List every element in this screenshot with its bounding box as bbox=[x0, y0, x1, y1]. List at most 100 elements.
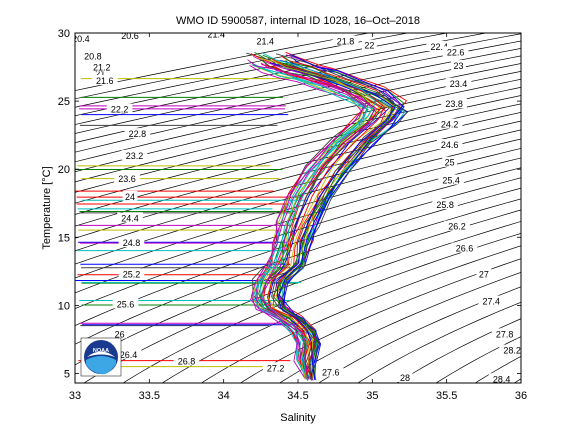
contour-label-bg bbox=[118, 268, 145, 279]
contour-label-bg bbox=[445, 77, 472, 88]
density-contour-line bbox=[75, 157, 521, 294]
density-contour-line bbox=[435, 336, 521, 383]
contour-label: 27.6 bbox=[322, 367, 340, 377]
contour-label: 24.6 bbox=[441, 140, 459, 150]
y-tick-label: 20 bbox=[58, 164, 70, 176]
contour-label-bg bbox=[173, 355, 200, 366]
contour-label: 23.6 bbox=[118, 174, 136, 184]
contour-label: 21.4 bbox=[207, 30, 225, 40]
y-axis: 5 10 15 20 25 30 bbox=[58, 28, 521, 380]
density-contour-line bbox=[75, 177, 521, 327]
profile-curve bbox=[272, 56, 396, 379]
density-contour-line bbox=[75, 138, 521, 265]
contour-label-bg bbox=[118, 237, 145, 248]
contour-label: 26.2 bbox=[448, 222, 466, 232]
contour-label: 21 bbox=[95, 69, 105, 79]
contour-label: 27 bbox=[479, 269, 489, 279]
contour-label-bg bbox=[262, 362, 289, 373]
density-contour-line bbox=[75, 33, 410, 100]
density-contour-line bbox=[161, 232, 521, 383]
x-tick-label: 33 bbox=[69, 390, 81, 402]
contour-label-bg bbox=[436, 118, 463, 129]
density-contour-line bbox=[239, 258, 521, 383]
contour-label-bg bbox=[426, 40, 453, 51]
contour-label: 23.8 bbox=[445, 99, 463, 109]
contour-label: 23 bbox=[454, 61, 464, 71]
density-contour-line bbox=[75, 129, 521, 252]
contour-label-bg bbox=[75, 33, 94, 43]
density-contour-line bbox=[318, 286, 521, 383]
contour-label-bg bbox=[106, 103, 133, 114]
profile-curve bbox=[272, 66, 387, 379]
x-tick-label: 36 bbox=[515, 390, 527, 402]
contour-label-bg bbox=[436, 139, 463, 150]
contour-label-bg bbox=[121, 149, 148, 160]
x-tick-label: 33.5 bbox=[139, 390, 160, 402]
density-contour-line bbox=[396, 318, 521, 383]
chart-title: WMO ID 5900587, internal ID 1028, 16–Oct… bbox=[176, 15, 420, 27]
contour-label-bg bbox=[112, 328, 127, 339]
density-contour-line bbox=[75, 167, 521, 310]
density-contour-line bbox=[278, 271, 521, 383]
logo-wave bbox=[86, 356, 116, 375]
contour-label-bg bbox=[488, 373, 515, 383]
contour-label-bg bbox=[91, 75, 118, 86]
contour-label-bg bbox=[499, 344, 521, 355]
contour-label: 26.8 bbox=[178, 357, 196, 367]
density-contour-line bbox=[75, 187, 521, 345]
contour-label: 22.8 bbox=[129, 129, 147, 139]
density-contour-line bbox=[200, 245, 521, 383]
density-contour-line bbox=[75, 55, 521, 153]
density-contour-line bbox=[122, 221, 521, 383]
contour-label: 28 bbox=[400, 373, 410, 383]
y-tick-label: 25 bbox=[58, 96, 70, 108]
x-tick-label: 34 bbox=[218, 390, 230, 402]
contour-label: 28.2 bbox=[503, 346, 521, 356]
profile-curve bbox=[281, 63, 408, 380]
y-axis-label: Temperature [°C] bbox=[41, 166, 53, 249]
y-tick-label: 5 bbox=[64, 368, 70, 380]
contour-label: 25.6 bbox=[117, 299, 135, 309]
contour-label: 25.8 bbox=[436, 200, 454, 210]
y-tick-label: 15 bbox=[58, 232, 70, 244]
contour-label-bg bbox=[442, 156, 458, 167]
contour-label: 20.4 bbox=[72, 34, 90, 44]
density-contour-line bbox=[75, 198, 521, 366]
density-contour-line bbox=[75, 103, 521, 215]
contour-label: 22 bbox=[364, 41, 374, 51]
contour-label: 27.2 bbox=[267, 363, 285, 373]
profile-curve bbox=[260, 52, 377, 380]
contour-label: 27.4 bbox=[483, 297, 501, 307]
contour-label: 21.4 bbox=[257, 37, 275, 47]
contour-label: 22.2 bbox=[111, 105, 129, 115]
contour-label-bg bbox=[112, 298, 139, 309]
contour-label-bg bbox=[491, 328, 518, 339]
density-contour-line bbox=[75, 63, 521, 163]
contour-label-bg bbox=[438, 174, 464, 185]
contour-label-bg bbox=[203, 33, 230, 39]
contour-label-bg bbox=[117, 212, 143, 223]
y-tick-label: 10 bbox=[58, 300, 70, 312]
profile-curve bbox=[278, 54, 405, 381]
contour-label-bg bbox=[478, 295, 505, 306]
contour-label-bg bbox=[122, 190, 138, 201]
contour-label-bg bbox=[432, 198, 458, 209]
contour-label: 21.8 bbox=[337, 37, 355, 47]
density-contour-line bbox=[75, 78, 521, 183]
contour-label-bg bbox=[442, 46, 469, 57]
contour-label: 25.4 bbox=[442, 175, 460, 185]
logo-bird bbox=[87, 351, 115, 357]
profile-curve bbox=[252, 62, 369, 378]
contour-label-bg bbox=[88, 61, 115, 72]
contour-label: 20.8 bbox=[84, 52, 102, 62]
x-axis: 33 33.5 34 34.5 35 35.5 36 bbox=[69, 33, 527, 402]
contour-label: 23.2 bbox=[126, 151, 144, 161]
x-tick-label: 35 bbox=[366, 390, 378, 402]
contour-label: 25 bbox=[445, 158, 455, 168]
density-contour-line bbox=[75, 111, 521, 227]
contour-label: 24.2 bbox=[441, 120, 459, 130]
profile-curve bbox=[260, 62, 376, 379]
contour-label: 22.4 bbox=[430, 42, 448, 52]
